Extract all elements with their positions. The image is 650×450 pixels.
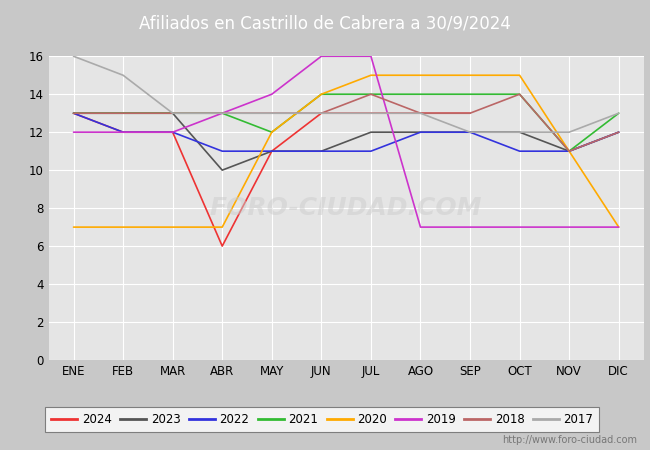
Legend: 2024, 2023, 2022, 2021, 2020, 2019, 2018, 2017: 2024, 2023, 2022, 2021, 2020, 2019, 2018…: [46, 407, 599, 432]
Text: FORO-CIUDAD.COM: FORO-CIUDAD.COM: [210, 196, 482, 220]
Text: http://www.foro-ciudad.com: http://www.foro-ciudad.com: [502, 435, 637, 445]
Text: Afiliados en Castrillo de Cabrera a 30/9/2024: Afiliados en Castrillo de Cabrera a 30/9…: [139, 14, 511, 33]
